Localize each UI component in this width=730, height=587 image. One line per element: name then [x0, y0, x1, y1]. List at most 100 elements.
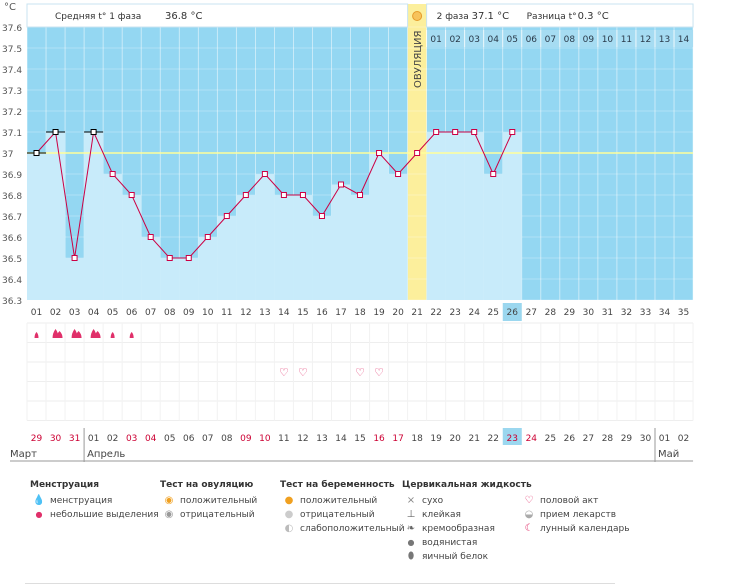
y-tick-label: 37.1	[2, 129, 22, 139]
calendar-date: 04	[145, 434, 157, 444]
menstruation-small-drop	[129, 332, 134, 338]
temperature-bar	[65, 258, 85, 300]
cycle-day-label: 35	[678, 308, 689, 318]
y-tick-label: 36.8	[2, 192, 22, 202]
calendar-date: 16	[373, 434, 385, 444]
cycle-day-label: 11	[221, 308, 232, 318]
cycle-day-label: 09	[183, 308, 195, 318]
cycle-day-label: 20	[392, 308, 404, 318]
y-tick-label: 37.5	[2, 45, 22, 55]
post-ovulation-day: 08	[564, 35, 576, 45]
temperature-point	[433, 129, 440, 135]
cycle-day-label: 22	[430, 308, 441, 318]
temperature-bar	[141, 237, 161, 300]
month-label: Апрель	[87, 449, 125, 460]
legend-label: сухо	[422, 496, 444, 506]
calendar-date: 31	[69, 434, 80, 444]
cycle-day-label: 23	[449, 308, 460, 318]
post-ovulation-day: 06	[526, 35, 538, 45]
y-tick-label: 36.5	[2, 255, 22, 265]
calendar-date: 29	[621, 434, 633, 444]
post-ovulation-day: 04	[488, 35, 500, 45]
y-tick-label: 36.9	[2, 171, 22, 181]
ovulation-sun-icon	[412, 11, 423, 21]
calendar-date: 23	[507, 434, 518, 444]
calendar-date: 26	[564, 434, 576, 444]
y-tick-label: 37	[2, 150, 13, 160]
temperature-point	[376, 150, 383, 156]
y-tick-label: 37.6	[2, 24, 22, 34]
post-ovulation-day: 11	[621, 35, 632, 45]
temperature-point	[261, 171, 268, 177]
post-ovulation-day: 13	[659, 35, 670, 45]
calendar-date: 30	[640, 434, 652, 444]
pregnancy-negative-icon: ●	[284, 509, 294, 520]
cycle-day-label: 18	[354, 308, 366, 318]
y-tick-label: 36.6	[2, 234, 22, 244]
calendar-date: 28	[602, 434, 614, 444]
diff-label: Разница t°	[527, 12, 577, 22]
temperature-point	[318, 213, 325, 219]
phase1-box	[26, 3, 409, 28]
cycle-day-label: 19	[373, 308, 385, 318]
temperature-point	[242, 192, 249, 198]
cycle-day-label: 08	[164, 308, 176, 318]
cycle-day-label: 30	[583, 308, 595, 318]
temperature-bar	[198, 237, 218, 300]
cycle-day-label: 10	[202, 308, 214, 318]
menstruation-heavy-drop	[75, 331, 82, 338]
legend-item: ♡ половой акт	[520, 494, 630, 508]
post-ovulation-day: 14	[678, 35, 690, 45]
intercourse-heart-icon: ♡	[374, 366, 384, 379]
legend-other: ♡ половой акт ◒ прием лекарств ☾ лунный кал…	[520, 494, 630, 536]
cycle-day-label: 07	[145, 308, 156, 318]
cycle-day-label: 16	[316, 308, 328, 318]
calendar-date: 27	[583, 434, 594, 444]
temperature-point	[471, 129, 478, 135]
post-ovulation-day: 02	[449, 35, 460, 45]
temperature-point	[90, 129, 97, 135]
heavy-drop-icon: 💧	[32, 495, 46, 506]
legend-item: ● водянистая	[402, 536, 532, 550]
cycle-day-label: 14	[278, 308, 290, 318]
post-ovulation-day: 07	[545, 35, 556, 45]
cycle-day-label: 26	[507, 308, 519, 318]
drop-icon: ●	[35, 510, 43, 519]
calendar-date: 06	[183, 434, 195, 444]
legend-item: ⊥ клейкая	[402, 508, 532, 522]
temperature-bar	[27, 153, 47, 300]
egg-white-icon: ⬮	[407, 551, 415, 562]
heart-icon: ♡	[524, 495, 534, 506]
intercourse-heart-icon: ♡	[298, 366, 308, 379]
temperature-bar	[122, 195, 142, 300]
temperature-bar	[388, 174, 408, 300]
temperature-point	[223, 213, 230, 219]
temperature-bar	[502, 132, 522, 300]
calendar-date: 10	[259, 434, 271, 444]
pill-icon: ◒	[524, 509, 534, 520]
calendar-date: 22	[488, 434, 499, 444]
legend-cervical: Цервикальная жидкость × сухо ⊥ клейкая ❧ кр…	[402, 480, 532, 564]
legend-label: лунный календарь	[540, 524, 630, 534]
post-ovulation-day: 09	[583, 35, 595, 45]
legend-item: ◐ слабоположительный	[280, 522, 405, 536]
legend-label: отрицательный	[300, 510, 375, 520]
y-tick-label: 36.4	[2, 276, 22, 286]
temperature-point	[357, 192, 364, 198]
today-highlight	[502, 303, 522, 321]
cycle-day-label: 28	[545, 308, 557, 318]
calendar-date: 17	[392, 434, 403, 444]
legend-title: Цервикальная жидкость	[402, 480, 532, 490]
temperature-point	[490, 171, 497, 177]
temperature-bar	[255, 174, 275, 300]
temperature-bar	[179, 258, 199, 300]
legend-label: яичный белок	[422, 552, 489, 562]
y-tick-label: 37.2	[2, 108, 22, 118]
legend-title: Менструация	[30, 480, 99, 490]
cycle-day-label: 24	[468, 308, 480, 318]
legend-item: ● небольшие выделения	[30, 508, 159, 522]
sun-positive-icon: ◉	[164, 495, 174, 506]
watery-drop-icon: ●	[407, 538, 415, 547]
calendar-date: 02	[107, 434, 118, 444]
calendar-date: 25	[545, 434, 556, 444]
